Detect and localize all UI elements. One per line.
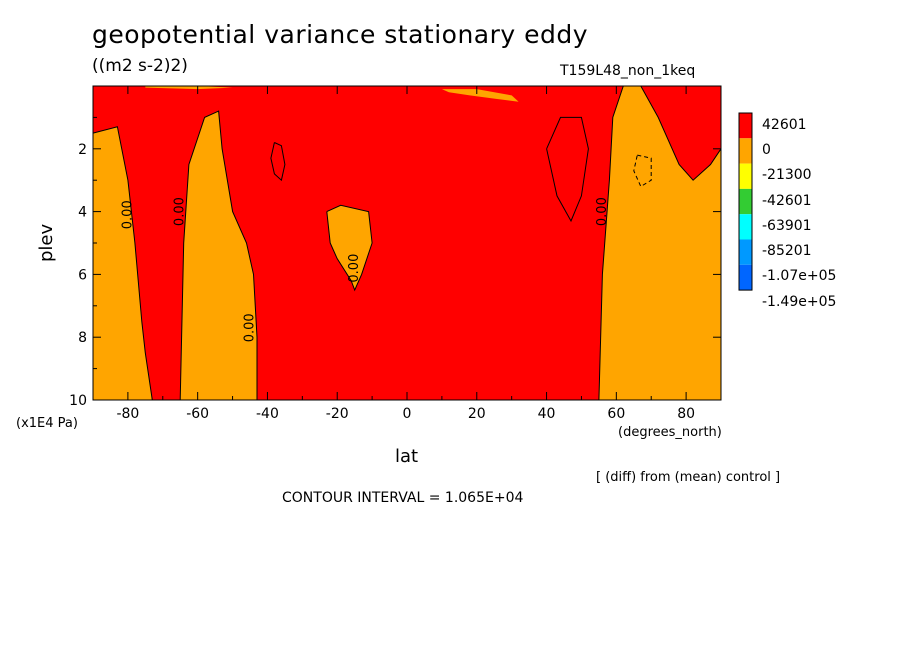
filled-region-1: [180, 111, 257, 400]
y-tick-label-1: 4: [78, 205, 87, 221]
contour-interval: CONTOUR INTERVAL = 1.065E+04: [282, 490, 524, 506]
colorbar-label-4: -63901: [762, 217, 812, 234]
x-tick-label-6: 40: [538, 406, 556, 422]
diff-note: [ (diff) from (mean) control ]: [596, 470, 781, 485]
colorbar-swatch-5: [739, 239, 752, 265]
contour-label-1: 0.00: [173, 197, 188, 226]
colorbar-swatch-1: [739, 138, 752, 164]
filled-region-5: [441, 89, 519, 102]
y-tick-label-3: 8: [78, 330, 87, 346]
contour-line-5: [546, 116, 589, 223]
contour-line-1: [179, 110, 258, 401]
x-tick-label-1: -60: [186, 406, 209, 422]
x-axis-label: lat: [395, 446, 419, 467]
colorbar-label-7: -1.49e+05: [762, 293, 837, 310]
y-unit-label: (x1E4 Pa): [16, 416, 78, 431]
x-tick-label-3: -20: [326, 406, 349, 422]
colorbar-label-6: -1.07e+05: [762, 268, 837, 285]
contour-labels: 0.00 0.00 0.00 0.00 0.00: [120, 197, 609, 342]
x-tick-label-7: 60: [607, 406, 625, 422]
colorbar-label-2: -21300: [762, 167, 812, 184]
filled-region-4: [145, 86, 233, 90]
colorbar-swatch-0: [739, 113, 752, 139]
contour-line-2: [326, 204, 373, 292]
colorbar-swatch-3: [739, 188, 752, 215]
filled-region-0: [93, 126, 153, 401]
y-axis-label: plev: [36, 223, 57, 262]
colorbar-swatch-2: [739, 163, 752, 189]
y-tick-label-4: 10: [69, 393, 87, 409]
dataset-label: T159L48_non_1keq: [560, 63, 696, 79]
colorbar-swatch-6: [739, 264, 752, 291]
x-tick-label-4: 0: [403, 406, 412, 422]
axes: -80 -60 -40 -20 0 20 40 60 80 2 4 6 8 10: [69, 85, 722, 422]
contour-label-2: 0.00: [242, 313, 257, 342]
colorbar-frame: [738, 112, 753, 291]
y-tick-label-0: 2: [78, 142, 87, 158]
colorbar-label-1: 0: [762, 141, 771, 158]
filled-region-2: [326, 205, 373, 291]
contour-label-3: 0.00: [347, 254, 362, 283]
contour-lines: [92, 85, 722, 401]
contour-label-4: 0.00: [595, 197, 610, 226]
y-tick-label-2: 6: [78, 267, 87, 283]
contour-line-4: [270, 142, 286, 182]
colorbar: [738, 112, 753, 291]
chart-title: geopotential variance stationary eddy: [92, 20, 589, 49]
colorbar-label-3: -42601: [762, 192, 812, 209]
units-label: ((m2 s-2)2): [92, 56, 188, 76]
x-tick-label-5: 20: [468, 406, 486, 422]
filled-region-3: [598, 86, 721, 400]
x-tick-label-8: 80: [677, 406, 695, 422]
x-tick-label-0: -80: [116, 406, 139, 422]
colorbar-label-0: 42601: [762, 116, 807, 133]
contour-line-0: [92, 126, 153, 401]
x-unit-label: (degrees_north): [618, 425, 722, 440]
colorbar-swatch-4: [739, 214, 752, 240]
contour-line-6: [633, 154, 652, 188]
contour-label-0: 0.00: [120, 200, 135, 229]
x-tick-label-2: -40: [256, 406, 279, 422]
colorbar-label-5: -85201: [762, 243, 812, 260]
filled-regions: [93, 86, 721, 401]
